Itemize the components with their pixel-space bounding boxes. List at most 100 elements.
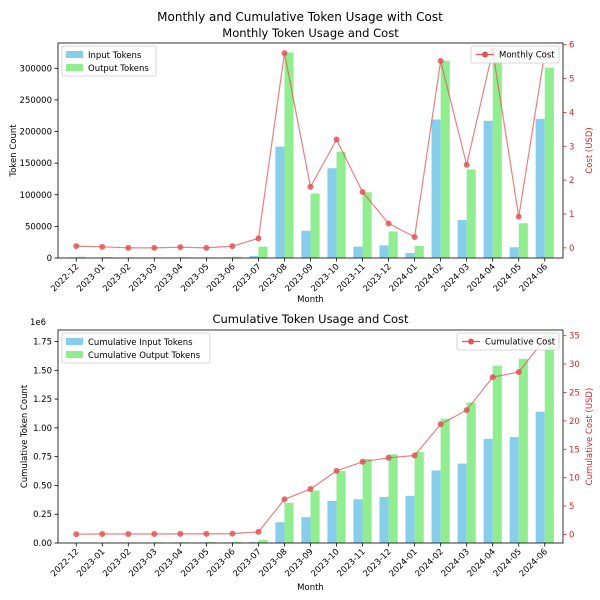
chart1-cost-point: [333, 136, 340, 143]
chart1-cost-point: [177, 244, 184, 251]
chart2-xlabel: Month: [297, 583, 324, 593]
chart2-ytick-label: 1.00: [33, 424, 52, 434]
chart1-bar-input: [483, 120, 493, 258]
chart2-cost-point: [359, 458, 366, 465]
chart1-bar-input: [457, 220, 467, 258]
chart2-cost-point: [203, 530, 210, 537]
chart2-legend-line: [456, 332, 560, 351]
chart2-cost-point: [463, 407, 470, 414]
chart1-bar-output: [414, 245, 424, 258]
chart1-y2tick-label: 3: [569, 142, 574, 152]
chart1-bar-input: [353, 246, 363, 258]
chart1-legend-label: Output Tokens: [88, 64, 149, 74]
chart2-cost-point: [489, 374, 496, 381]
chart1-bar-output: [362, 192, 372, 258]
chart2-cost-point: [151, 531, 158, 538]
chart1-bar-output: [102, 257, 112, 258]
chart2-cost-point: [99, 531, 106, 538]
chart1-cost-point: [229, 243, 236, 250]
chart1-title: Monthly Token Usage and Cost: [222, 26, 399, 40]
chart1-cost-point: [359, 188, 366, 195]
chart2-bar-output: [466, 402, 476, 543]
chart2-bar-output: [232, 541, 242, 543]
chart2-y2tick-label: 15: [569, 445, 580, 455]
chart2-legend-marker: [468, 338, 474, 345]
chart1-y2tick-label: 0: [569, 244, 574, 254]
chart1-y2label: Cost (USD): [585, 127, 595, 173]
chart1-bar-input: [301, 230, 311, 258]
chart2-title: Cumulative Token Usage and Cost: [212, 312, 409, 326]
chart2-bar-output: [414, 452, 424, 543]
chart2-cost-point: [125, 531, 132, 538]
chart1-bar-output: [544, 67, 554, 258]
chart1-bar-output: [336, 151, 346, 258]
chart2-ytick-label: 0.50: [33, 481, 52, 491]
chart1-xtick-label: 2024-06: [518, 262, 550, 294]
chart1-cost-point: [281, 50, 288, 57]
chart2-bar-output: [492, 365, 502, 543]
chart1-ytick-label: 250000: [20, 96, 52, 106]
chart2-bar-output: [310, 490, 320, 543]
chart2-bar-input: [535, 411, 545, 543]
chart1-cost-point: [437, 57, 444, 64]
chart2-bar-output: [518, 358, 528, 543]
chart1-cost-point: [463, 161, 470, 168]
chart1-ytick-label: 300000: [20, 64, 52, 74]
chart2-cost-point: [385, 454, 392, 461]
chart1-ytick-label: 100000: [20, 191, 52, 201]
chart1-ytick-label: 200000: [20, 128, 52, 138]
chart1-xlabel: Month: [297, 295, 324, 305]
chart2-legend-bars: [61, 332, 211, 364]
chart1-bar-input: [535, 118, 545, 258]
chart1-y2tick-label: 2: [569, 176, 574, 186]
chart2-legend-swatch: [66, 338, 83, 345]
chart1-ytick-label: 50000: [25, 222, 52, 232]
chart1-bar-input: [379, 245, 389, 258]
chart1-bar-output: [440, 60, 450, 259]
chart1-y2tick-label: 6: [569, 41, 574, 51]
chart1-cost-point: [307, 183, 314, 190]
chart2-bar-input: [275, 522, 285, 543]
chart2-ytick-label: 0.25: [33, 510, 52, 520]
chart2-bar-output: [336, 471, 346, 543]
chart1-y2tick-label: 5: [569, 75, 574, 85]
chart2-bar-output: [206, 542, 216, 543]
chart2-ylabel: Cumulative Token Count: [20, 384, 30, 488]
chart2-y2tick-label: 35: [569, 332, 580, 342]
chart1-legend-swatch: [66, 51, 83, 58]
chart2-bar-input: [301, 517, 311, 543]
chart2-legend-swatch: [66, 351, 83, 358]
chart2-ytick-label: 0.00: [33, 539, 52, 549]
chart1-bar-input: [327, 168, 337, 258]
chart2-bar-output: [362, 458, 372, 543]
chart2-y2tick-label: 5: [569, 502, 574, 512]
chart2-legend-line-label: Cumulative Cost: [485, 338, 556, 348]
chart2-bar-input: [379, 496, 389, 543]
chart2-ytick-label: 1.25: [33, 395, 52, 405]
chart2-cost-point: [281, 496, 288, 503]
figure-suptitle: Monthly and Cumulative Token Usage with …: [157, 10, 443, 24]
chart2-cost-point: [411, 452, 418, 459]
chart1-legend-bars: [61, 45, 157, 77]
chart2-bar-input: [509, 437, 519, 543]
chart2-cost-point: [333, 467, 340, 474]
chart2-offset-text: 1e6: [30, 318, 46, 328]
chart1-bar-output: [76, 256, 86, 258]
chart1-cost-point: [385, 220, 392, 227]
chart2-bar-input: [483, 438, 493, 543]
chart2-legend-label: Cumulative Output Tokens: [88, 351, 201, 361]
chart2-bar-input: [353, 499, 363, 543]
chart2-y2tick-label: 0: [569, 530, 574, 540]
chart1-cost-point: [151, 244, 158, 251]
chart2-bar-output: [388, 454, 398, 543]
chart1-legend-line-label: Monthly Cost: [499, 51, 555, 61]
chart2-bar-output: [258, 539, 268, 543]
chart1-bar-output: [310, 193, 320, 258]
chart1-bar-output: [232, 256, 242, 258]
chart1-bar-input: [431, 119, 441, 258]
chart2-cost-point: [307, 486, 314, 493]
chart2-bar-input: [431, 470, 441, 543]
chart2-bar-input: [249, 542, 259, 543]
chart1-cost-point: [515, 213, 522, 220]
